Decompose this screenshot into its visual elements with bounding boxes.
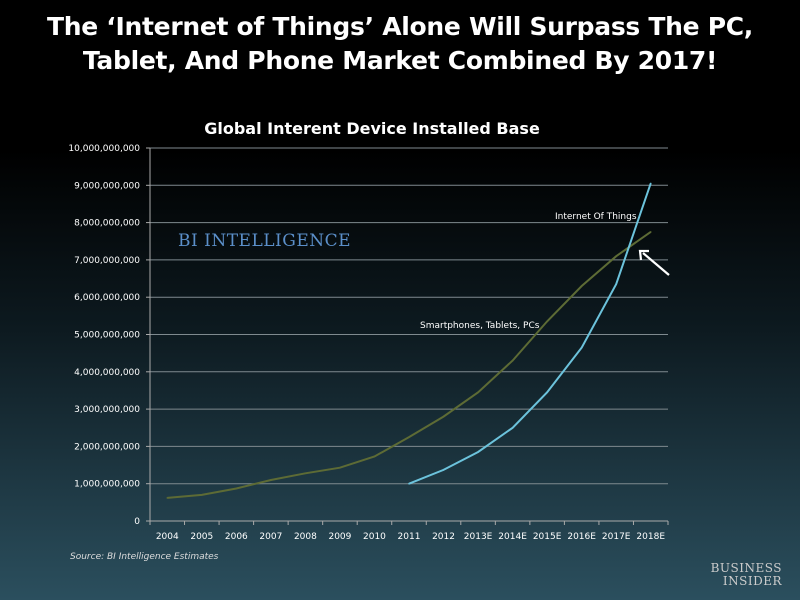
data-point	[442, 415, 445, 418]
data-point	[201, 494, 203, 496]
data-point	[580, 285, 583, 287]
data-point	[511, 426, 514, 429]
y-tick-label: 3,000,000,000	[74, 405, 140, 415]
data-point	[511, 359, 514, 362]
data-point	[235, 487, 238, 490]
data-point	[477, 451, 479, 453]
data-point	[649, 231, 652, 233]
series-line-iot	[408, 183, 652, 485]
series-line-pc	[167, 231, 652, 499]
logo-line-1: BUSINESS	[710, 561, 782, 575]
x-tick-label: 2012	[432, 532, 455, 542]
x-tick-label: 2004	[156, 532, 179, 542]
data-point	[408, 482, 410, 485]
y-tick-label: 9,000,000,000	[74, 181, 140, 191]
data-point	[546, 320, 548, 323]
x-tick-label: 2013E	[464, 532, 493, 542]
data-point	[373, 455, 376, 458]
x-tick-label: 2015E	[533, 532, 562, 542]
data-point	[270, 479, 272, 481]
y-tick-label: 8,000,000,000	[74, 219, 140, 229]
headline: The ‘Internet of Things’ Alone Will Surp…	[0, 10, 800, 78]
x-tick-label: 2008	[294, 532, 317, 542]
data-point	[615, 283, 617, 285]
x-tick-label: 2006	[225, 532, 248, 542]
data-point	[408, 436, 410, 438]
data-point	[339, 466, 341, 469]
x-tick-label: 2011	[398, 532, 421, 542]
x-tick-label: 2014E	[498, 532, 527, 542]
y-tick-label: 0	[134, 517, 140, 527]
annotation-pc: Smartphones, Tablets, PCs	[420, 321, 540, 331]
y-tick-label: 1,000,000,000	[74, 480, 140, 490]
data-point	[546, 391, 548, 394]
x-tick-label: 2018E	[636, 532, 665, 542]
x-tick-label: 2017E	[602, 532, 631, 542]
logo-line-2: INSIDER	[722, 574, 782, 588]
chart-title: Global Interent Device Installed Base	[204, 119, 540, 138]
data-point	[615, 255, 617, 257]
data-point	[649, 182, 652, 185]
business-insider-logo: BUSINESS INSIDER	[711, 562, 782, 588]
headline-line-1: The ‘Internet of Things’ Alone Will Surp…	[47, 12, 753, 41]
x-tick-label: 2009	[328, 532, 351, 542]
data-point	[477, 391, 479, 394]
data-point	[580, 346, 583, 349]
data-point	[442, 469, 445, 471]
source-note: Source: BI Intelligence Estimates	[70, 552, 219, 562]
y-tick-label: 10,000,000,000	[68, 144, 140, 154]
y-tick-label: 5,000,000,000	[74, 331, 140, 341]
headline-line-2: Tablet, And Phone Market Combined By 201…	[82, 46, 718, 75]
y-tick-label: 2,000,000,000	[74, 442, 140, 452]
y-tick-label: 7,000,000,000	[74, 256, 140, 266]
bi-intelligence-watermark: BI INTELLIGENCE	[178, 231, 352, 251]
arrow-icon	[638, 249, 670, 276]
data-point	[166, 497, 169, 499]
x-tick-label: 2007	[259, 532, 282, 542]
annotation-iot: Internet Of Things	[555, 212, 637, 222]
x-tick-label: 2016E	[567, 532, 596, 542]
x-tick-label: 2005	[190, 532, 213, 542]
y-tick-label: 4,000,000,000	[74, 368, 140, 378]
y-tick-label: 6,000,000,000	[74, 293, 140, 303]
data-point	[304, 472, 307, 475]
x-tick-label: 2010	[363, 532, 386, 542]
